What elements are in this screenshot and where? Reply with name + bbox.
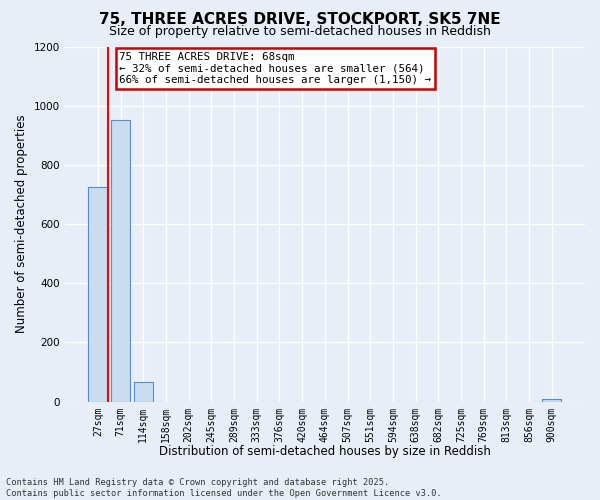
- Bar: [88, 187, 107, 402]
- Bar: [134, 382, 153, 402]
- Text: Contains HM Land Registry data © Crown copyright and database right 2025.
Contai: Contains HM Land Registry data © Crown c…: [6, 478, 442, 498]
- Bar: [542, 398, 562, 402]
- Y-axis label: Number of semi-detached properties: Number of semi-detached properties: [15, 114, 28, 334]
- Text: 75, THREE ACRES DRIVE, STOCKPORT, SK5 7NE: 75, THREE ACRES DRIVE, STOCKPORT, SK5 7N…: [99, 12, 501, 28]
- Text: 75 THREE ACRES DRIVE: 68sqm
← 32% of semi-detached houses are smaller (564)
66% : 75 THREE ACRES DRIVE: 68sqm ← 32% of sem…: [119, 52, 431, 85]
- Bar: [111, 120, 130, 402]
- X-axis label: Distribution of semi-detached houses by size in Reddish: Distribution of semi-detached houses by …: [159, 444, 491, 458]
- Text: Size of property relative to semi-detached houses in Reddish: Size of property relative to semi-detach…: [109, 25, 491, 38]
